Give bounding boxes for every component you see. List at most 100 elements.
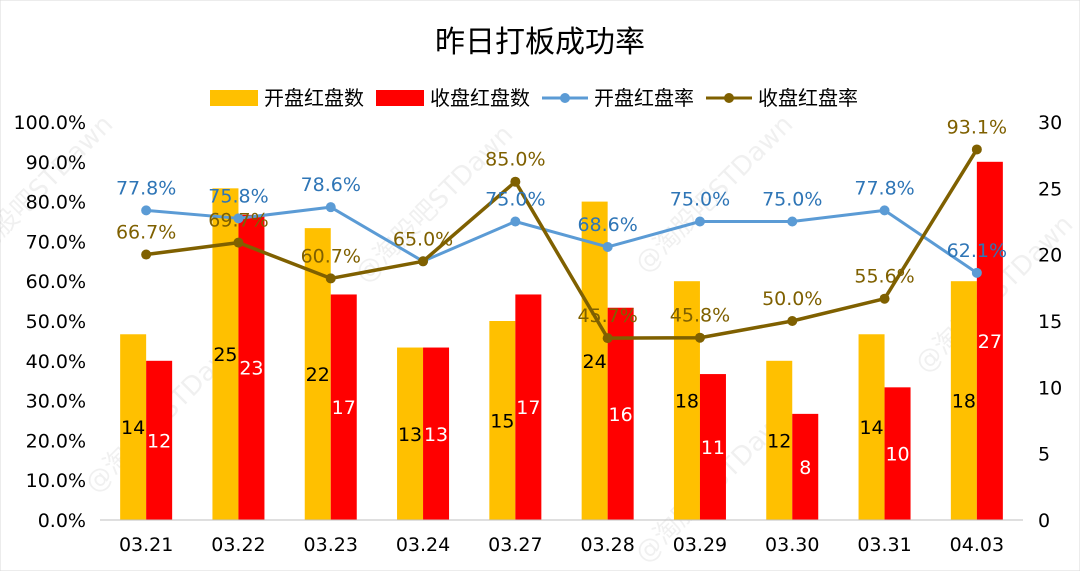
bar-value-label: 22	[306, 364, 330, 386]
series-marker	[418, 256, 429, 267]
left-axis-tick-label: 90.0%	[26, 152, 86, 174]
bar-value-label: 18	[675, 391, 699, 413]
left-axis-tick-label: 20.0%	[26, 430, 86, 452]
legend-marker	[724, 93, 734, 103]
bar	[581, 201, 608, 520]
series-marker	[141, 205, 152, 216]
series-marker	[694, 332, 705, 343]
bar-value-label: 24	[583, 351, 607, 373]
line-layer	[141, 144, 982, 344]
x-axis-tick-label: 03.22	[211, 534, 265, 556]
bar-value-label: 10	[885, 444, 909, 466]
line-value-label: 75.0%	[670, 189, 730, 211]
bar	[146, 360, 173, 520]
bar-value-label: 23	[239, 357, 263, 379]
bar-value-label: 14	[859, 417, 883, 439]
bar	[884, 387, 911, 520]
bar	[330, 294, 357, 520]
series-marker	[233, 237, 244, 248]
x-axis-tick-label: 03.31	[857, 534, 911, 556]
series-marker	[325, 273, 336, 284]
bar-value-label: 12	[767, 430, 791, 452]
series-marker	[325, 202, 336, 213]
right-axis-tick-label: 30	[1038, 112, 1062, 134]
left-axis-tick-label: 30.0%	[26, 391, 86, 413]
bar-value-label: 18	[952, 391, 976, 413]
bar-value-label: 16	[609, 404, 633, 426]
series-marker	[602, 241, 613, 252]
left-axis-tick-label: 50.0%	[26, 311, 86, 333]
left-axis-tick-label: 10.0%	[26, 470, 86, 492]
series-marker	[787, 216, 798, 227]
right-axis-tick-label: 15	[1038, 311, 1062, 333]
bar	[766, 360, 793, 520]
bar	[238, 214, 265, 520]
line-value-label: 93.1%	[947, 116, 1007, 138]
bar-value-label: 11	[701, 437, 725, 459]
series-marker	[879, 293, 890, 304]
line-value-label: 62.1%	[947, 240, 1007, 262]
bar	[423, 347, 450, 520]
legend-swatch	[210, 90, 258, 106]
bar-value-label: 13	[424, 424, 448, 446]
x-axis-tick-label: 03.23	[304, 534, 358, 556]
left-axis-tick-label: 0.0%	[38, 510, 86, 532]
x-axis: 03.21 03.22 03.23 03.24 03.27 03.28 03.29 03.30…	[100, 519, 1023, 556]
line-value-label: 78.6%	[301, 174, 361, 196]
left-axis: 0.0% 10.0% 20.0% 30.0% 40.0% 50.0% 60.0% 70.0% 8…	[14, 112, 86, 532]
right-axis-tick-label: 25	[1038, 178, 1062, 200]
series-line	[146, 205, 978, 275]
line-value-label: 75.0%	[485, 189, 545, 211]
line-value-label: 77.8%	[854, 177, 914, 199]
bar-value-label: 13	[398, 424, 422, 446]
bar-value-label: 8	[799, 457, 811, 479]
bar	[950, 281, 977, 520]
line-value-label: 45.8%	[670, 305, 730, 327]
bar-value-label: 17	[516, 397, 540, 419]
line-value-label: 66.7%	[116, 222, 176, 244]
x-axis-tick-label: 03.21	[119, 534, 173, 556]
line-value-label: 75.0%	[762, 189, 822, 211]
line-value-label: 69.7%	[208, 210, 268, 232]
legend-swatch	[376, 90, 424, 106]
chart-title: 昨日打板成功率	[435, 25, 645, 60]
bar	[858, 334, 885, 520]
legend-label: 收盘红盘率	[758, 86, 858, 110]
legend-label: 收盘红盘数	[430, 86, 530, 110]
series-marker	[233, 213, 244, 224]
x-axis-tick-label: 03.27	[488, 534, 542, 556]
series-marker	[971, 267, 982, 278]
bar-value-label: 25	[213, 344, 237, 366]
series-marker	[879, 205, 890, 216]
right-axis-tick-label: 5	[1038, 444, 1050, 466]
legend-label: 开盘红盘率	[594, 86, 694, 110]
bar	[397, 347, 424, 520]
right-axis-tick-label: 0	[1038, 510, 1050, 532]
line-value-label: 75.8%	[208, 185, 268, 207]
line-value-label: 60.7%	[301, 245, 361, 267]
series-marker	[510, 216, 521, 227]
line-value-label: 85.0%	[485, 149, 545, 171]
x-axis-tick-label: 03.28	[580, 534, 634, 556]
legend-marker	[560, 93, 570, 103]
right-axis: 0 5 10 15 20 25 30	[1038, 112, 1062, 532]
line-value-label: 45.7%	[577, 305, 637, 327]
x-axis-tick-label: 03.30	[765, 534, 819, 556]
bar	[792, 413, 819, 520]
x-axis-tick-label: 04.03	[950, 534, 1004, 556]
left-axis-tick-label: 60.0%	[26, 271, 86, 293]
line-value-label: 77.8%	[116, 177, 176, 199]
series-line	[145, 148, 979, 340]
bar	[699, 374, 726, 520]
x-axis-tick-label: 03.29	[673, 534, 727, 556]
legend-label: 开盘红盘数	[264, 86, 364, 110]
series-marker	[141, 249, 152, 260]
bar	[673, 281, 700, 520]
left-axis-tick-label: 40.0%	[26, 351, 86, 373]
left-axis-tick-label: 100.0%	[14, 112, 86, 134]
line-value-label: 68.6%	[577, 214, 637, 236]
right-axis-tick-label: 10	[1038, 377, 1062, 399]
